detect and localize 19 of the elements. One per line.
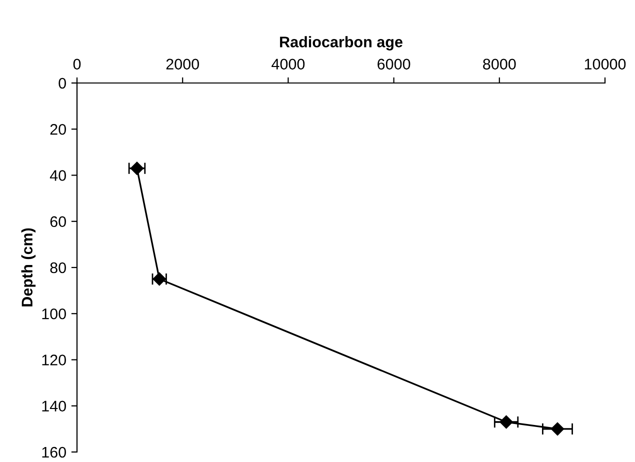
x-tick-label: 2000 <box>166 58 199 70</box>
y-tick-label: 80 <box>50 262 66 274</box>
y-tick-label: 20 <box>50 124 66 135</box>
point <box>550 422 564 436</box>
y-tick-label: 140 <box>42 400 66 412</box>
x-tick-label: 10000 <box>584 58 626 70</box>
y-tick-label: 120 <box>42 354 66 366</box>
point <box>500 415 513 429</box>
x-axis-title: Radiocarbon age <box>280 36 402 50</box>
y-axis-title: Depth (cm) <box>21 228 36 306</box>
x-tick-label: 0 <box>73 58 81 70</box>
x-tick-label: 8000 <box>483 58 516 70</box>
y-tick-label: 160 <box>42 446 66 458</box>
y-tick-label: 100 <box>42 308 66 320</box>
x-tick-label: 4000 <box>272 58 305 70</box>
y-tick-label: 0 <box>58 78 66 89</box>
y-tick-label: 60 <box>50 216 66 228</box>
x-tick-label: 6000 <box>378 58 410 70</box>
y-tick-label: 40 <box>50 170 66 181</box>
